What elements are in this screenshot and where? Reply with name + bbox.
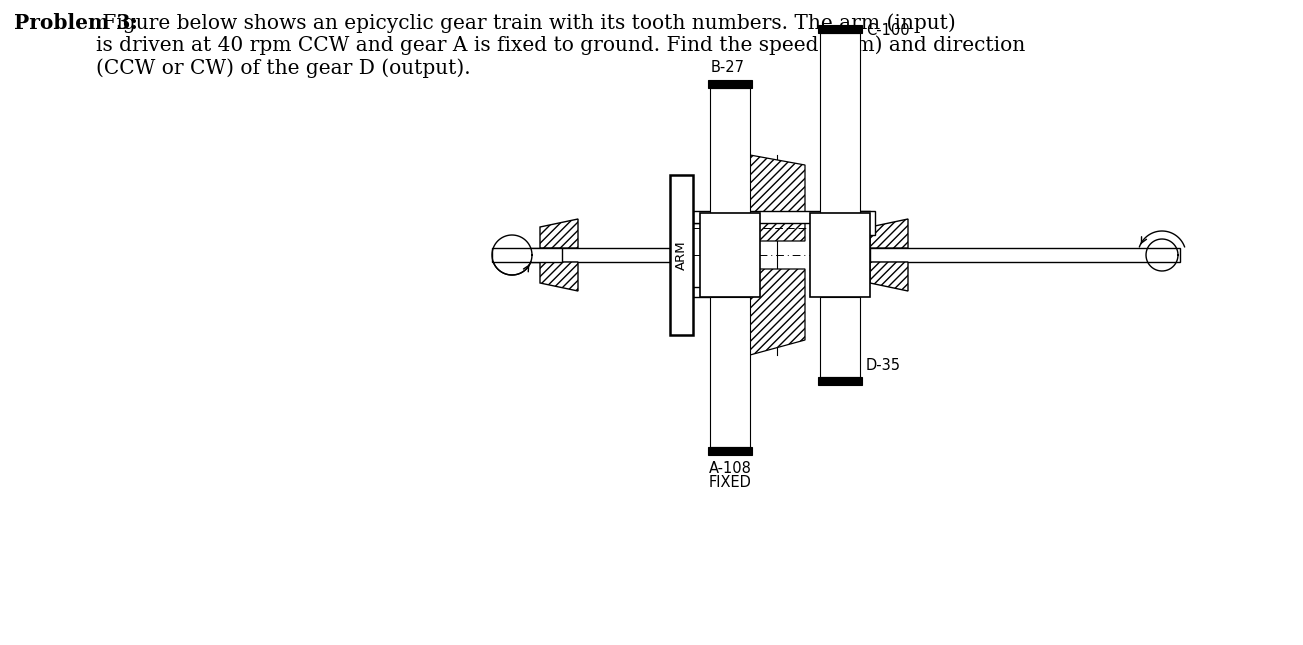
Text: D-35: D-35 <box>866 357 900 373</box>
Text: ARM: ARM <box>675 240 688 270</box>
Polygon shape <box>870 262 908 291</box>
Bar <box>693 213 753 223</box>
Bar <box>870 248 1181 262</box>
Bar <box>493 248 562 262</box>
Polygon shape <box>539 262 579 291</box>
Bar <box>708 447 752 455</box>
Text: A-108: A-108 <box>709 461 752 476</box>
Bar <box>820 297 860 377</box>
Text: C-100: C-100 <box>866 23 909 38</box>
Polygon shape <box>751 155 805 241</box>
Text: Problem 3:: Problem 3: <box>14 13 138 33</box>
Bar <box>710 88 751 213</box>
Bar <box>670 175 693 335</box>
Bar <box>820 33 860 213</box>
Bar <box>693 287 753 297</box>
Bar <box>818 25 863 33</box>
Bar <box>700 213 760 297</box>
Bar <box>708 80 752 88</box>
Bar <box>860 211 876 235</box>
Bar <box>810 213 870 297</box>
Text: Figure below shows an epicyclic gear train with its tooth numbers. The arm (inpu: Figure below shows an epicyclic gear tra… <box>96 13 1025 78</box>
Bar <box>530 248 670 262</box>
Polygon shape <box>539 219 579 248</box>
Polygon shape <box>870 219 908 248</box>
Bar <box>710 297 751 447</box>
Bar <box>693 211 870 223</box>
Polygon shape <box>751 269 805 355</box>
Bar <box>818 377 863 385</box>
Text: FIXED: FIXED <box>709 475 752 490</box>
Text: B-27: B-27 <box>711 60 745 75</box>
